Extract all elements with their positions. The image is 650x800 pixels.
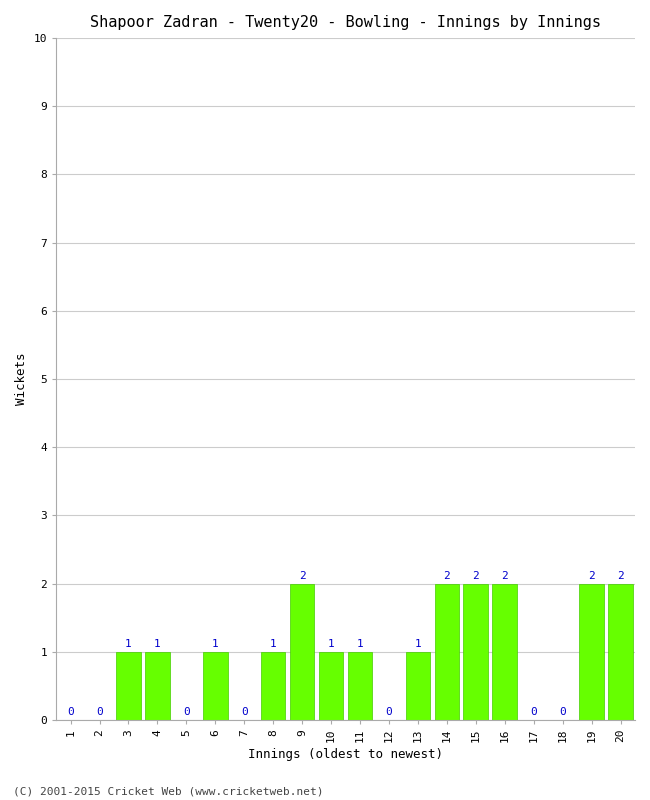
Text: 0: 0	[241, 707, 248, 717]
Bar	[290, 583, 315, 720]
Bar	[406, 652, 430, 720]
Text: 2: 2	[617, 571, 624, 581]
Text: 2: 2	[443, 571, 450, 581]
Text: 1: 1	[125, 639, 132, 649]
Text: 2: 2	[588, 571, 595, 581]
Bar	[435, 583, 459, 720]
Text: 1: 1	[154, 639, 161, 649]
Bar	[493, 583, 517, 720]
Text: 1: 1	[270, 639, 276, 649]
Bar	[579, 583, 604, 720]
Bar	[116, 652, 141, 720]
Text: 0: 0	[530, 707, 537, 717]
Text: 0: 0	[385, 707, 393, 717]
X-axis label: Innings (oldest to newest): Innings (oldest to newest)	[248, 748, 443, 761]
Bar	[261, 652, 285, 720]
Text: (C) 2001-2015 Cricket Web (www.cricketweb.net): (C) 2001-2015 Cricket Web (www.cricketwe…	[13, 786, 324, 796]
Bar	[463, 583, 488, 720]
Text: 1: 1	[212, 639, 218, 649]
Text: 0: 0	[183, 707, 190, 717]
Text: 0: 0	[559, 707, 566, 717]
Text: 0: 0	[96, 707, 103, 717]
Text: 2: 2	[299, 571, 305, 581]
Bar	[348, 652, 372, 720]
Bar	[608, 583, 633, 720]
Y-axis label: Wickets: Wickets	[15, 353, 28, 406]
Text: 2: 2	[501, 571, 508, 581]
Text: 0: 0	[67, 707, 74, 717]
Bar	[203, 652, 228, 720]
Text: 1: 1	[415, 639, 421, 649]
Bar	[145, 652, 170, 720]
Text: 1: 1	[357, 639, 363, 649]
Title: Shapoor Zadran - Twenty20 - Bowling - Innings by Innings: Shapoor Zadran - Twenty20 - Bowling - In…	[90, 15, 601, 30]
Text: 1: 1	[328, 639, 335, 649]
Bar	[318, 652, 343, 720]
Text: 2: 2	[473, 571, 479, 581]
